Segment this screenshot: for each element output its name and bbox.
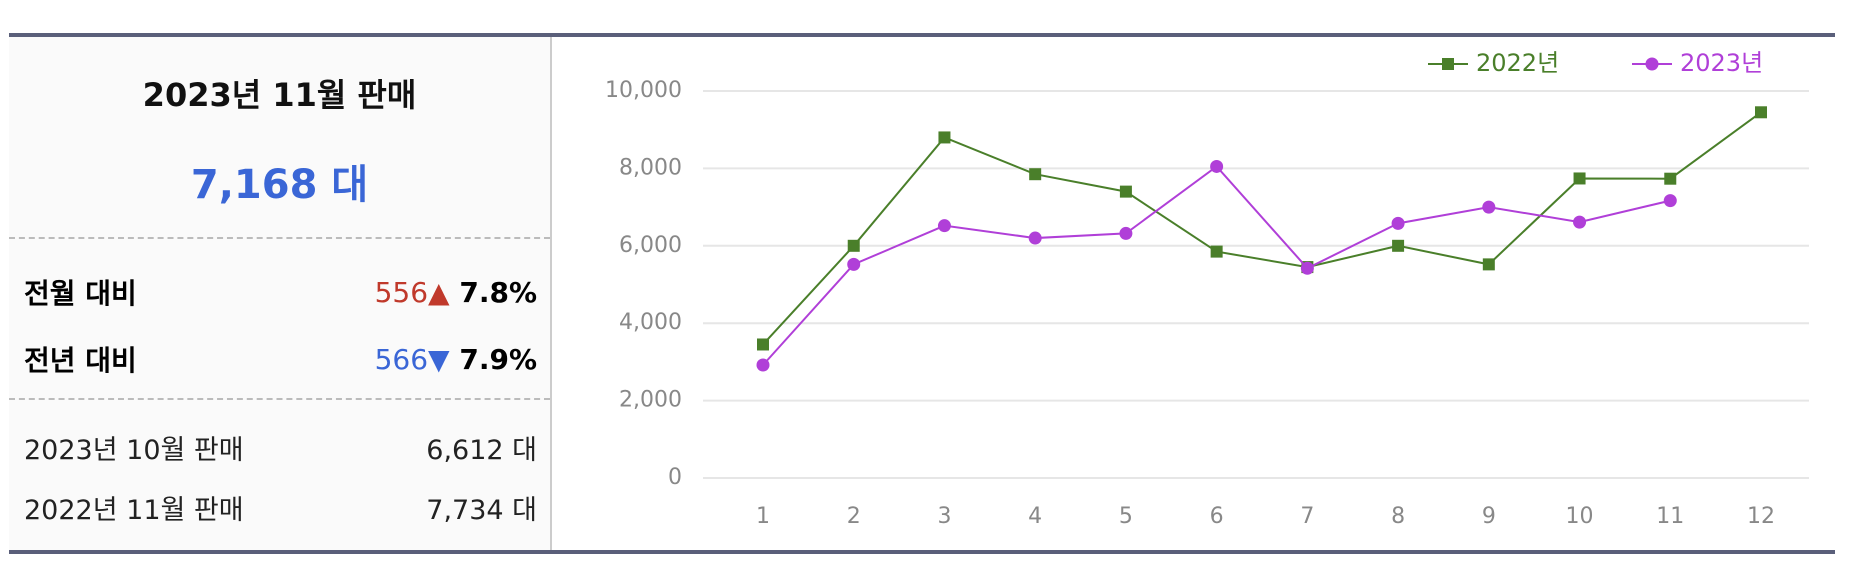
marker bbox=[847, 257, 861, 271]
marker bbox=[1482, 258, 1495, 271]
comparison-value: 556▲ 7.8% bbox=[375, 276, 537, 309]
y-tick-label: 0 bbox=[668, 465, 682, 490]
arrow: ▲ bbox=[428, 275, 450, 309]
x-tick-label: 8 bbox=[1391, 504, 1405, 529]
y-tick-label: 4,000 bbox=[619, 310, 682, 335]
separator bbox=[9, 398, 550, 400]
y-tick-label: 6,000 bbox=[619, 233, 682, 258]
marker bbox=[1573, 172, 1586, 185]
change: 566 bbox=[374, 342, 429, 376]
x-tick-label: 11 bbox=[1656, 504, 1684, 529]
x-tick-label: 3 bbox=[937, 504, 951, 529]
summary-total: 7,168 대 bbox=[190, 162, 369, 208]
marker bbox=[1119, 185, 1132, 198]
comparison-row: 전월 대비 556▲ 7.8% bbox=[24, 272, 537, 312]
top-border bbox=[9, 33, 1835, 37]
summary-panel bbox=[9, 37, 550, 550]
x-tick-label: 6 bbox=[1210, 504, 1224, 529]
marker bbox=[1755, 106, 1767, 119]
comparison-value: 566▼ 7.9% bbox=[375, 343, 537, 376]
y-tick-label: 2,000 bbox=[619, 388, 682, 413]
marker bbox=[1391, 216, 1405, 230]
marker bbox=[1119, 226, 1133, 240]
series-line bbox=[762, 165, 1671, 366]
marker bbox=[1482, 200, 1496, 214]
marker bbox=[1663, 194, 1677, 208]
summary-title: 2023년 11월 판매 bbox=[142, 76, 417, 114]
detail-row: 2022년 11월 판매 7,734 대 bbox=[24, 488, 537, 527]
legend-marker bbox=[1442, 58, 1454, 70]
detail-value: 7,734 대 bbox=[426, 495, 537, 526]
legend-label: 2023년 bbox=[1680, 49, 1763, 77]
marker bbox=[847, 239, 860, 252]
x-tick-label: 7 bbox=[1300, 504, 1314, 529]
comparison-row: 전년 대비 566▼ 7.9% bbox=[24, 339, 537, 379]
separator bbox=[9, 237, 550, 239]
marker bbox=[1210, 245, 1223, 258]
marker bbox=[1029, 168, 1042, 181]
marker bbox=[1300, 261, 1314, 275]
marker bbox=[937, 219, 951, 233]
rate: 7.8% bbox=[459, 275, 537, 309]
series-line bbox=[762, 111, 1762, 346]
detail-label: 2023년 10월 판매 bbox=[24, 435, 244, 466]
x-tick-label: 1 bbox=[756, 504, 770, 529]
detail-row: 2023년 10월 판매 6,612 대 bbox=[24, 428, 537, 467]
detail-value: 6,612 대 bbox=[426, 435, 537, 466]
x-tick-label: 9 bbox=[1482, 504, 1496, 529]
detail-label: 2022년 11월 판매 bbox=[24, 495, 244, 526]
x-tick-label: 12 bbox=[1747, 504, 1775, 529]
legend-marker bbox=[1645, 57, 1659, 71]
marker bbox=[1028, 231, 1042, 245]
y-tick-label: 8,000 bbox=[619, 155, 682, 180]
comparison-label: 전년 대비 bbox=[24, 344, 137, 377]
rate: 7.9% bbox=[459, 342, 537, 376]
change: 556 bbox=[374, 275, 429, 309]
comparison-label: 전월 대비 bbox=[24, 277, 137, 310]
marker bbox=[1210, 159, 1224, 173]
x-tick-label: 10 bbox=[1566, 504, 1594, 529]
x-tick-label: 4 bbox=[1028, 504, 1042, 529]
marker bbox=[938, 131, 951, 144]
y-tick-label: 10,000 bbox=[605, 78, 682, 103]
bottom-border bbox=[9, 550, 1835, 554]
legend-label: 2022년 bbox=[1476, 49, 1559, 77]
marker bbox=[756, 358, 770, 372]
marker bbox=[1392, 239, 1405, 252]
x-tick-label: 5 bbox=[1119, 504, 1133, 529]
marker bbox=[757, 338, 769, 351]
marker bbox=[1573, 215, 1587, 229]
divider bbox=[550, 37, 552, 550]
arrow: ▼ bbox=[428, 342, 450, 376]
x-tick-label: 2 bbox=[847, 504, 861, 529]
marker bbox=[1664, 172, 1677, 185]
